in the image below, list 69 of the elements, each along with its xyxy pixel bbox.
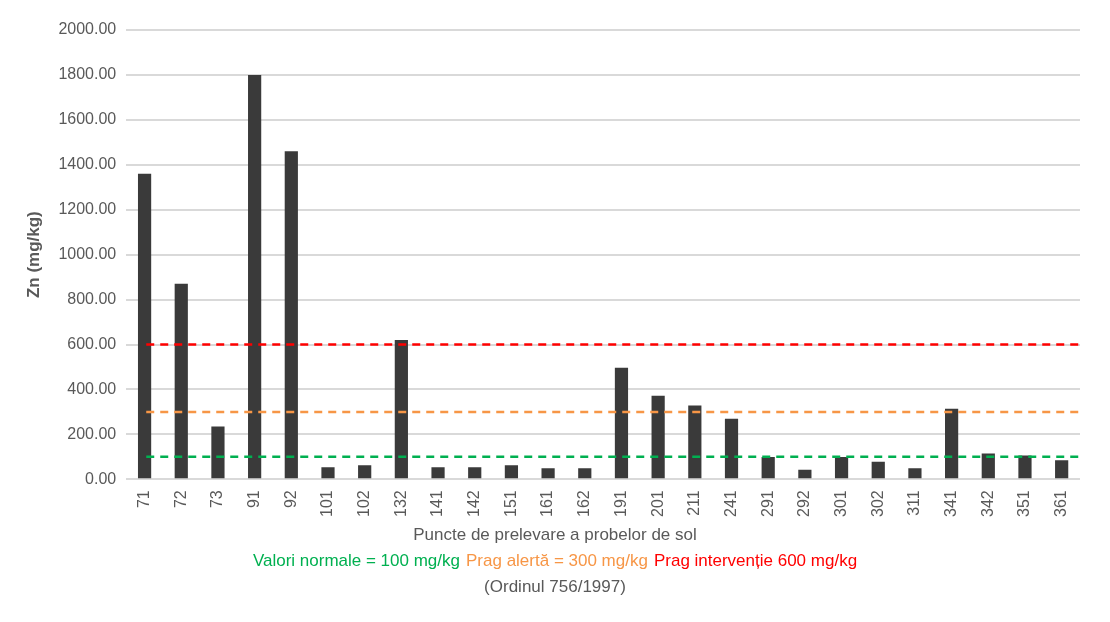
x-tick-label: 92 xyxy=(281,490,299,509)
bar xyxy=(358,465,372,479)
x-tick-label: 201 xyxy=(648,490,666,518)
bar xyxy=(321,467,335,479)
bar xyxy=(614,367,629,479)
bar xyxy=(248,74,262,479)
bar xyxy=(541,468,555,479)
bar xyxy=(651,395,665,479)
x-tick-label: 161 xyxy=(538,490,556,518)
bar xyxy=(834,457,849,479)
y-tick-label: 200.00 xyxy=(67,424,117,442)
x-tick-label: 73 xyxy=(208,490,226,509)
x-tick-label: 191 xyxy=(611,490,629,518)
bar xyxy=(211,426,225,479)
x-tick-label: 311 xyxy=(905,490,923,516)
bar xyxy=(431,467,445,479)
y-tick-label: 1200.00 xyxy=(58,200,117,218)
x-tick-label: 211 xyxy=(685,490,703,516)
text: (Ordinul 756/1997) xyxy=(483,576,627,598)
y-tick-label: 1000.00 xyxy=(58,245,117,263)
ref-line-label: Prag intervenție 600 mg/kg xyxy=(653,551,858,570)
y-tick-label: 1400.00 xyxy=(58,155,117,173)
bar xyxy=(284,151,298,479)
bar xyxy=(798,469,812,479)
x-tick-label: 91 xyxy=(245,490,263,509)
x-tick-label: 132 xyxy=(391,490,409,518)
x-tick-label: 341 xyxy=(942,490,960,518)
bar xyxy=(468,467,482,479)
bar xyxy=(578,468,592,479)
x-tick-label: 101 xyxy=(318,490,336,518)
bar xyxy=(174,283,188,479)
x-tick-label: 301 xyxy=(831,490,849,518)
x-tick-label: 241 xyxy=(721,490,739,518)
bar xyxy=(394,340,408,479)
y-tick-label: 400.00 xyxy=(67,379,117,397)
y-tick-label: 1800.00 xyxy=(58,65,117,83)
x-tick-label: 361 xyxy=(1052,490,1070,518)
bar xyxy=(761,457,775,479)
x-tick-label: 141 xyxy=(428,490,446,518)
x-tick-label: 292 xyxy=(795,490,813,518)
bar xyxy=(908,468,922,479)
bar xyxy=(504,465,519,479)
ref-line-label: Valori normale = 100 mg/kg xyxy=(252,551,460,570)
x-tick-label: 162 xyxy=(575,490,593,518)
x-axis-title: Puncte de prelevare a probelor de sol xyxy=(412,524,698,546)
x-tick-label: 342 xyxy=(978,490,996,518)
bar xyxy=(137,173,152,479)
x-tick-label: 102 xyxy=(355,490,373,518)
y-tick-label: 800.00 xyxy=(67,289,117,307)
y-tick-label: 0.00 xyxy=(85,469,117,487)
y-tick-label: 1600.00 xyxy=(58,110,117,128)
bar xyxy=(871,461,885,479)
x-tick-label: 351 xyxy=(1015,490,1033,518)
x-tick-label: 151 xyxy=(501,490,519,518)
x-tick-label: 291 xyxy=(758,490,776,518)
y-tick-label: 600.00 xyxy=(67,334,117,352)
y-tick-label: 2000.00 xyxy=(58,20,117,38)
bar xyxy=(1055,460,1069,479)
x-tick-label: 142 xyxy=(465,490,483,518)
bar xyxy=(724,418,739,479)
x-tick-label: 72 xyxy=(171,490,189,509)
bar xyxy=(945,408,959,479)
bar xyxy=(688,405,702,479)
x-tick-label: 302 xyxy=(868,490,886,518)
x-tick-label: 71 xyxy=(134,490,152,509)
ref-line-label: Prag alertă = 300 mg/kg xyxy=(466,551,648,570)
y-axis-title: Zn (mg/kg) xyxy=(23,211,43,299)
bar xyxy=(1018,455,1032,479)
bar xyxy=(981,453,995,479)
